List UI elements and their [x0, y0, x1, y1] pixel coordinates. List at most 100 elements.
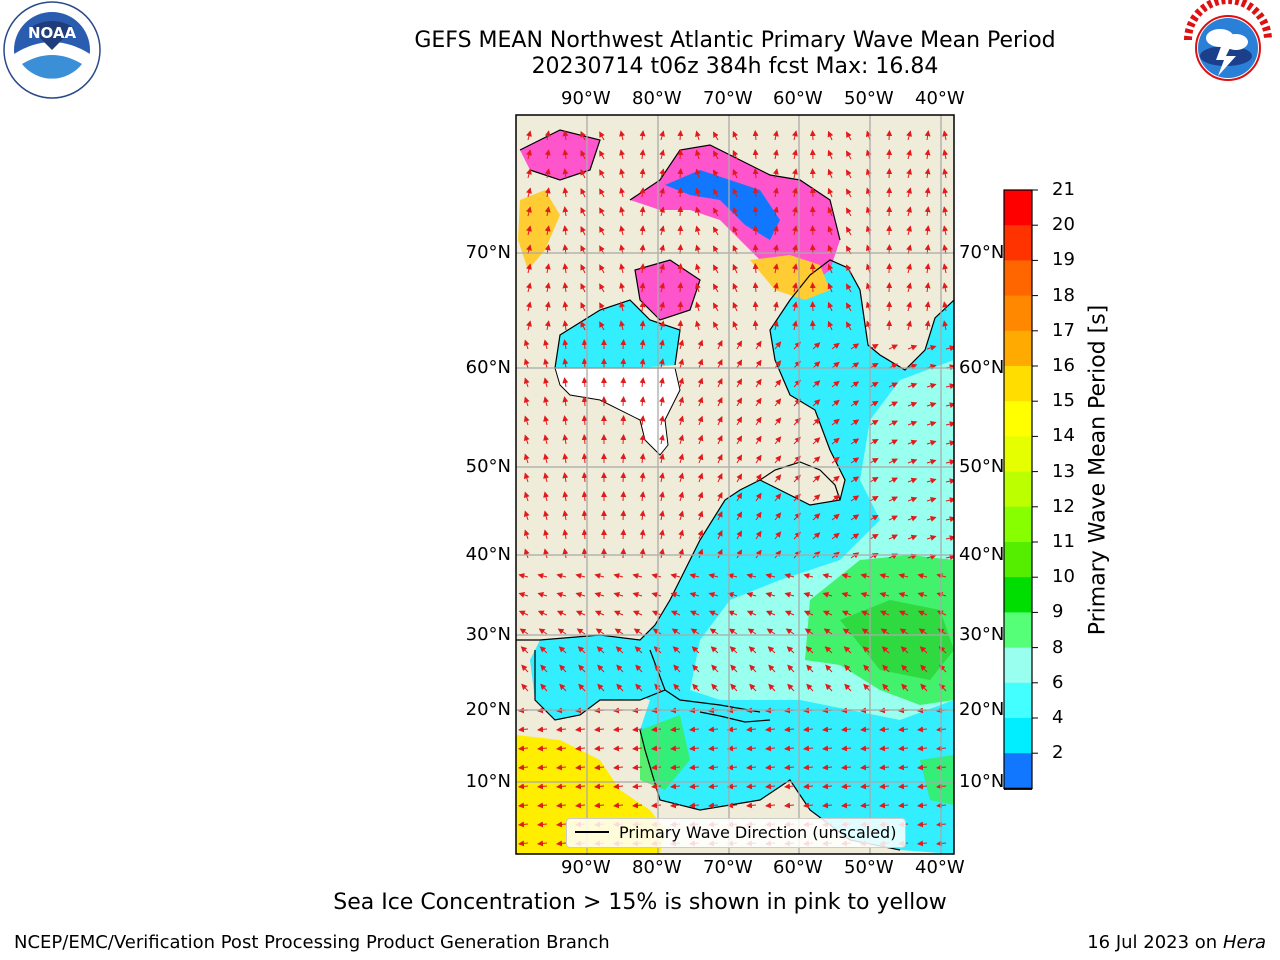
wave-arrow: [880, 628, 890, 635]
wave-arrow: [581, 510, 588, 521]
wave-arrow: [924, 149, 931, 160]
wave-arrow: [869, 382, 879, 388]
wave-arrow: [907, 534, 918, 541]
wave-arrow: [755, 359, 762, 369]
wave-arrow: [732, 320, 739, 331]
wave-arrow: [784, 591, 795, 598]
wave-arrow: [599, 131, 605, 141]
wave-arrow: [906, 187, 912, 198]
wave-arrow: [846, 207, 852, 217]
wave-arrow: [562, 358, 569, 369]
wave-arrow: [537, 573, 548, 579]
wave-arrow: [732, 301, 739, 312]
wave-arrow: [562, 434, 569, 445]
wave-arrow: [556, 573, 567, 579]
wave-arrow: [822, 783, 833, 790]
wave-arrow: [752, 206, 759, 217]
wave-arrow: [575, 745, 586, 752]
wave-arrow: [942, 187, 949, 198]
wave-arrow: [599, 188, 605, 198]
wave-arrow: [822, 591, 833, 598]
wave-arrow: [708, 745, 719, 752]
wave-arrow: [620, 377, 627, 388]
wave-arrow: [537, 610, 548, 617]
wave-arrow: [786, 646, 795, 654]
wave-arrow: [678, 415, 685, 426]
wave-arrow: [746, 802, 757, 809]
wave-arrow: [523, 529, 530, 540]
wave-arrow: [869, 496, 879, 502]
wave-arrow: [639, 491, 646, 502]
wave-arrow: [784, 745, 795, 752]
wave-arrow: [562, 396, 569, 407]
wave-arrow: [906, 149, 912, 160]
wave-arrow: [772, 301, 779, 312]
wave-arrow: [900, 646, 909, 654]
wave-arrow: [708, 726, 719, 733]
wave-arrow: [755, 397, 762, 407]
wave-arrow: [886, 282, 893, 293]
wave-arrow: [755, 530, 762, 540]
wave-arrow: [619, 149, 625, 160]
wave-arrow: [575, 610, 586, 617]
wave-arrow: [831, 456, 840, 464]
wave-arrow: [806, 664, 814, 673]
lat-label-right-40n: 40°N: [959, 544, 1005, 565]
wave-arrow: [580, 302, 586, 312]
colorbar-segment: [1004, 471, 1032, 508]
wave-arrow: [691, 646, 700, 654]
lon-label-bottom-60w: 60°W: [773, 857, 823, 878]
wave-arrow: [827, 130, 834, 141]
wave-arrow: [708, 802, 719, 809]
wave-arrow: [729, 646, 738, 654]
wave-arrow: [526, 168, 532, 179]
wave-arrow: [543, 548, 549, 559]
wave-arrow: [809, 130, 816, 141]
footer-host: Hera: [1222, 932, 1266, 953]
wave-arrow: [597, 683, 605, 692]
wave-arrow: [619, 130, 625, 141]
wave-arrow: [695, 301, 701, 312]
wave-arrow: [827, 320, 834, 331]
colorbar-tick-label: 8: [1052, 636, 1064, 658]
wave-arrow: [924, 263, 931, 274]
wave-arrow: [689, 783, 700, 790]
wave-arrow: [727, 591, 738, 598]
wave-arrow: [708, 591, 719, 598]
wave-arrow: [651, 783, 662, 790]
lon-label-bottom-80w: 80°W: [632, 857, 682, 878]
wave-arrow: [639, 396, 646, 407]
wave-arrow: [544, 206, 551, 217]
wave-arrow: [658, 415, 665, 426]
wave-arrow: [594, 764, 605, 771]
wave-arrow: [692, 664, 700, 673]
wave-arrow: [594, 745, 605, 752]
wave-arrow: [824, 646, 833, 654]
wave-arrow: [803, 783, 814, 790]
wave-arrow: [717, 377, 723, 388]
wave-arrow: [942, 130, 949, 141]
wave-arrow: [708, 783, 719, 790]
wave-arrow: [881, 646, 890, 654]
wave-arrow: [772, 130, 779, 141]
wave-arrow: [907, 382, 918, 389]
wave-arrow: [613, 610, 624, 617]
wave-arrow: [888, 458, 899, 464]
wave-arrow: [747, 628, 757, 635]
wave-arrow: [632, 783, 643, 790]
wave-arrow: [774, 379, 782, 388]
wave-arrow: [861, 628, 871, 635]
wave-arrow: [924, 282, 931, 293]
wave-arrow: [562, 453, 569, 464]
wave-arrow: [559, 683, 567, 692]
wave-arrow: [863, 683, 871, 692]
wave-arrow: [581, 396, 588, 407]
wave-arrow: [639, 149, 646, 160]
wave-arrow: [755, 378, 762, 388]
map-legend: Primary Wave Direction (unscaled): [566, 818, 906, 848]
wave-arrow: [850, 476, 860, 483]
wave-arrow: [526, 263, 532, 274]
wave-arrow: [850, 400, 860, 407]
wave-arrow: [670, 591, 681, 598]
wave-arrow: [651, 764, 662, 771]
